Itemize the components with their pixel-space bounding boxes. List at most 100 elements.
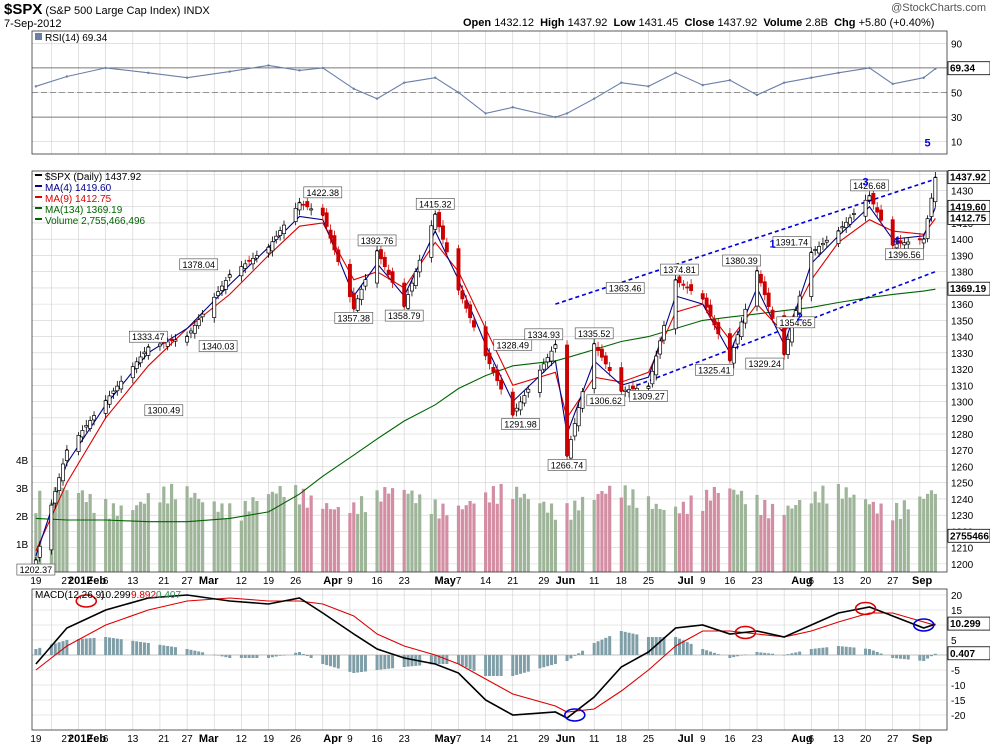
macd-histogram-bar <box>526 655 530 672</box>
volume-bar <box>321 508 325 572</box>
volume-bar <box>383 487 387 572</box>
macd-histogram-bar <box>429 655 433 665</box>
volume-bar <box>119 505 123 572</box>
volume-bar <box>375 490 379 572</box>
candle-body <box>731 347 736 364</box>
volume-bar <box>592 499 596 572</box>
candle-body <box>351 292 356 309</box>
volume-bar <box>922 498 926 572</box>
x-axis-label: 23 <box>751 576 763 587</box>
price-annotation: 1422.38 <box>307 188 340 198</box>
price-annotation-box <box>16 563 56 576</box>
x-axis-label: 29 <box>538 734 550 744</box>
x-axis-label: 19 <box>30 576 42 587</box>
candle-body <box>437 212 442 228</box>
volume-bar <box>166 503 170 572</box>
rsi-point <box>554 115 557 119</box>
price-annotation: 1306.62 <box>590 396 623 406</box>
macd-histogram-bar <box>255 655 259 658</box>
macd-histogram-bar <box>798 651 802 655</box>
candle-body <box>413 271 418 287</box>
macd-histogram-bar <box>228 655 232 658</box>
candle-body <box>406 294 411 309</box>
macd-histogram-bar <box>577 653 581 655</box>
macd-histogram-bar <box>80 638 84 655</box>
x-axis-label: 21 <box>158 734 170 744</box>
price-annotation-box <box>629 390 668 402</box>
candle-body <box>817 246 822 254</box>
macd-histogram-bar <box>329 655 333 667</box>
volume-bar <box>495 503 499 572</box>
macd-histogram-bar <box>325 655 329 666</box>
volume-bar <box>84 502 88 572</box>
volume-bar <box>445 515 449 572</box>
volume-bar <box>918 496 922 572</box>
macd-hist-current-label-box <box>947 646 990 661</box>
price-tick-label: 1240 <box>951 495 974 506</box>
volume-bar <box>243 500 247 572</box>
candle-body <box>196 319 201 327</box>
macd-histogram-bar <box>716 654 720 655</box>
volume-bar <box>487 502 492 572</box>
candle-body <box>553 344 558 349</box>
candle-body <box>309 208 314 211</box>
volume-bar <box>736 494 740 572</box>
price-annotation: 1300.49 <box>148 406 181 416</box>
macd-histogram-bar <box>332 655 336 668</box>
candle-body <box>572 423 577 437</box>
wave-label: 3 <box>863 177 869 189</box>
price-annotation: 1415.32 <box>419 199 452 209</box>
macd-histogram-bar <box>441 655 445 664</box>
stat-high-label: High <box>540 17 565 29</box>
candle-body <box>278 230 283 236</box>
panel-frames <box>31 30 948 731</box>
macd-histogram-bar <box>879 653 883 655</box>
macd-histogram-bar <box>139 641 143 655</box>
x-axis-label: 6 <box>103 734 109 744</box>
price-tick-label: 1280 <box>951 430 974 441</box>
ma4-current-label: 1419.60 <box>950 202 987 213</box>
price-annotation: 1357.38 <box>338 313 371 323</box>
x-axis-label: 27 <box>182 734 194 744</box>
volume-bar <box>674 506 678 572</box>
candle-body <box>871 192 876 205</box>
volume-bar <box>247 511 251 572</box>
macd-histogram-bar <box>278 655 282 656</box>
candle-body <box>472 320 476 328</box>
macd-histogram-bar <box>111 638 115 655</box>
macd-crossover-marker <box>734 625 757 640</box>
price-annotation: 1380.39 <box>725 256 758 266</box>
x-axis-label: Feb <box>86 733 106 744</box>
x-axis-label: 27 <box>887 734 899 744</box>
volume-bar <box>332 509 337 572</box>
price-legend-item: $SPX (Daily) 1437.92 <box>45 172 142 183</box>
price-annotation: 1334.93 <box>528 330 561 340</box>
stat-open-value: 1432.12 <box>494 17 534 29</box>
macd-histogram-bar <box>821 647 825 655</box>
macd-histogram-bar <box>538 655 542 669</box>
wave-label: 2 <box>797 311 803 323</box>
macd-histogram-bar <box>57 642 61 655</box>
macd-histogram-bar <box>77 639 81 655</box>
volume-bar <box>80 490 85 572</box>
volume-bar <box>786 505 790 572</box>
macd-histogram-bar <box>247 655 251 658</box>
candle-body <box>836 230 841 244</box>
candle-body <box>514 407 519 412</box>
rsi-point <box>620 81 623 84</box>
grid-layer <box>32 31 947 730</box>
volume-bar <box>107 518 112 572</box>
candle-body <box>282 224 286 235</box>
macd-histogram-bar <box>142 642 146 655</box>
date-label: 7-Sep-2012 <box>4 18 62 30</box>
candle-body <box>545 357 550 363</box>
macd-histogram-bar <box>519 655 523 674</box>
candle-body <box>704 297 709 308</box>
volume-bar <box>270 491 274 572</box>
candle-body <box>890 219 895 246</box>
macd-histogram-bar <box>406 655 410 667</box>
volume-bar <box>813 491 817 572</box>
x-axis-label: 26 <box>290 734 302 744</box>
macd-histogram-bar <box>677 638 681 655</box>
candle-body <box>929 197 934 217</box>
